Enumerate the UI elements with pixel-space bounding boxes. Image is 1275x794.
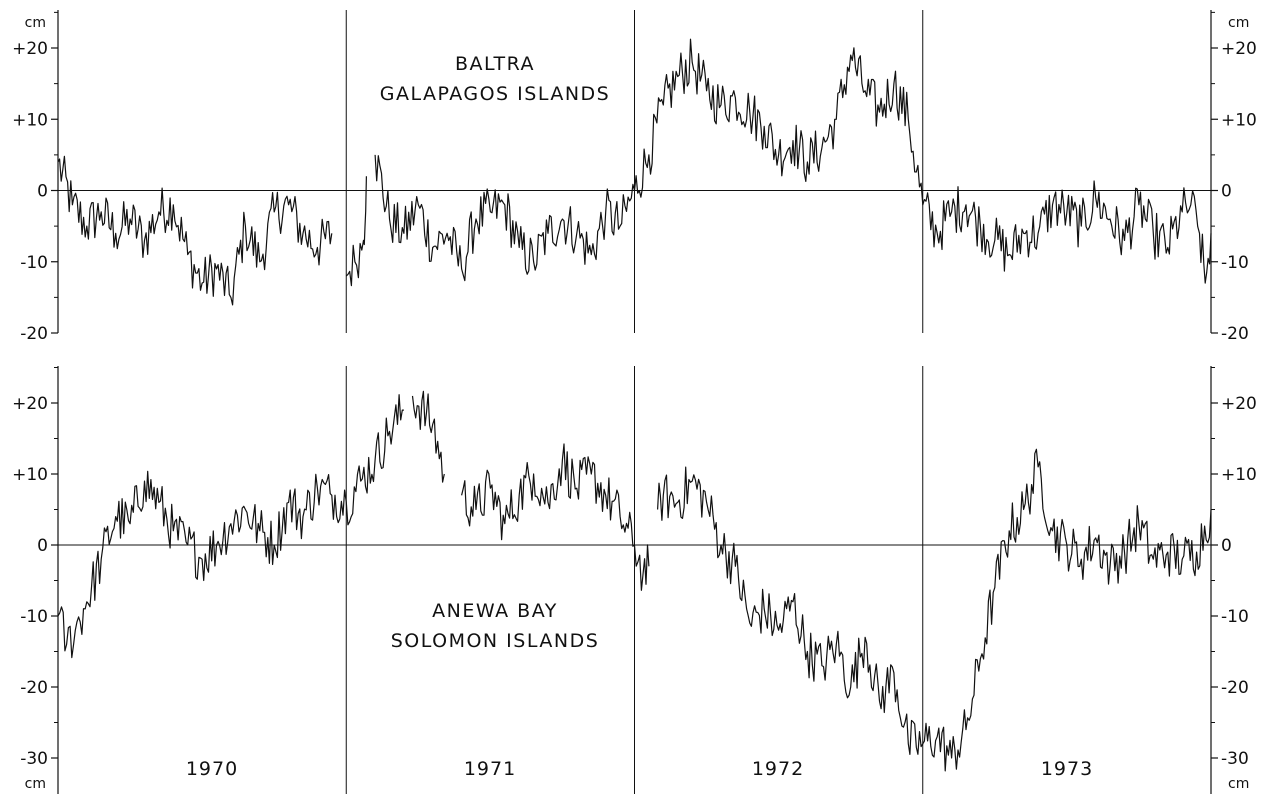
year-label-1972: 1972 [752,758,804,780]
right-tick-label: 0 [1221,536,1232,556]
right-tick-label: +10 [1221,110,1257,130]
right-tick-label: -30 [1221,749,1249,769]
left-tick-label: +20 [12,39,48,59]
bottom-right-unit: cm [1228,776,1249,792]
right-tick-label: -10 [1221,607,1249,627]
right-tick-label: -10 [1221,253,1249,273]
year-label-1971: 1971 [464,758,516,780]
top-panel-subtitle: GALAPAGOS ISLANDS [380,83,611,105]
right-tick-label: +20 [1221,39,1257,59]
panel-1: -30 -30 -20 -20 -10 -10 0 0 +10 +10 +20 +20 [12,366,1257,794]
left-tick-label: -20 [20,324,48,344]
left-tick-label: 0 [37,182,48,202]
bottom-panel-title: ANEWA BAY [432,600,558,622]
series-line-0-0 [57,38,1212,306]
bottom-left-unit: cm [25,776,46,792]
right-tick-label: -20 [1221,678,1249,698]
panels: -20 -20 -10 -10 0 0 +10 +10 +20 +20 -30 -30 -20 -20 -1… [12,10,1257,794]
series-line-1-0 [57,390,1212,772]
year-label-1970: 1970 [186,758,238,780]
right-tick-label: +20 [1221,394,1257,414]
left-tick-label: 0 [37,536,48,556]
left-tick-label: +10 [12,465,48,485]
left-tick-label: -30 [20,749,48,769]
left-tick-label: +10 [12,110,48,130]
right-tick-label: -20 [1221,324,1249,344]
left-tick-label: -10 [20,607,48,627]
right-tick-label: +10 [1221,465,1257,485]
left-tick-label: -10 [20,253,48,273]
top-left-unit: cm [25,15,46,31]
right-tick-label: 0 [1221,182,1232,202]
top-panel-title: BALTRA [455,53,535,75]
panel-0: -20 -20 -10 -10 0 0 +10 +10 +20 +20 [12,10,1257,344]
left-tick-label: +20 [12,394,48,414]
left-tick-label: -20 [20,678,48,698]
bottom-panel-subtitle: SOLOMON ISLANDS [391,630,600,652]
year-label-1973: 1973 [1041,758,1093,780]
top-right-unit: cm [1228,15,1249,31]
